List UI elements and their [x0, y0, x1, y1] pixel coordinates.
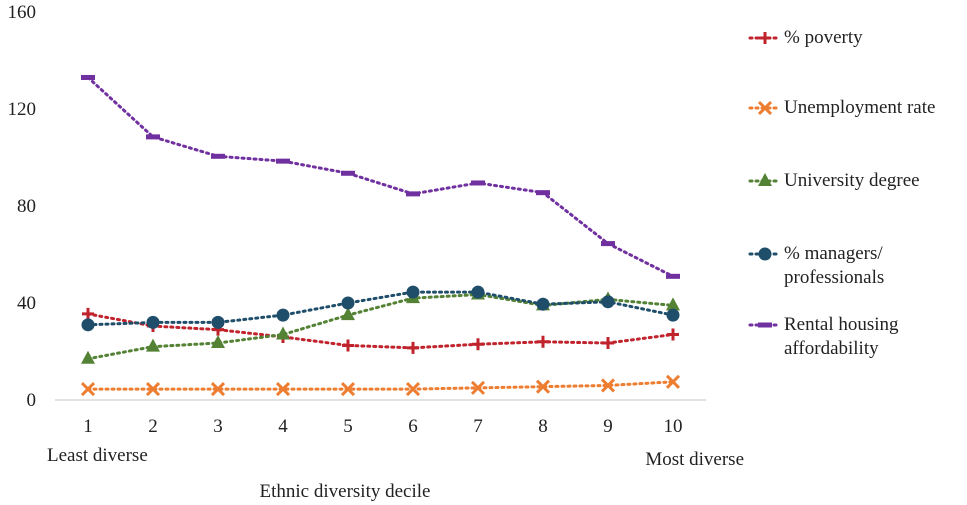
series-layer [80, 74, 681, 397]
data-point-university [276, 326, 290, 340]
series-rental [81, 74, 680, 279]
data-point-university [146, 338, 160, 352]
series-managers [81, 285, 680, 332]
x-tick-label: 5 [343, 416, 353, 437]
legend-item-managers: % managers/ professionals [748, 242, 884, 290]
data-point-managers [601, 295, 615, 309]
data-point-unemployment [340, 382, 356, 397]
data-point-managers [666, 308, 680, 322]
data-point-managers [341, 296, 355, 310]
x-annotation-right: Most diverse [645, 449, 744, 470]
x-tick-label: 7 [473, 416, 483, 437]
data-point-rental [471, 180, 485, 186]
data-point-managers [146, 315, 160, 329]
data-point-rental [211, 153, 225, 159]
legend-swatch-rental [748, 322, 782, 328]
legend-swatch-unemployment [748, 100, 782, 116]
data-point-managers [406, 285, 420, 299]
x-annotation-left: Least diverse [47, 445, 148, 466]
data-point-unemployment [665, 374, 681, 389]
legend-swatch-university [748, 173, 782, 186]
data-point-university [81, 350, 95, 364]
y-tick-label: 80 [17, 196, 36, 217]
data-point-rental [81, 74, 95, 80]
series-line-poverty [86, 312, 675, 350]
legend-label-rental: Rental housing affordability [784, 314, 899, 359]
y-tick-label: 120 [8, 99, 37, 120]
x-tick-label: 6 [408, 416, 418, 437]
data-point-unemployment [600, 378, 616, 393]
data-point-poverty [537, 335, 549, 348]
legend-item-poverty: % poverty [748, 26, 863, 50]
data-point-university [211, 335, 225, 349]
data-point-unemployment [535, 379, 551, 394]
legend-marker [757, 100, 773, 116]
data-point-unemployment [405, 382, 421, 397]
data-point-rental [146, 134, 160, 140]
data-point-university [666, 297, 680, 311]
data-point-rental [666, 273, 680, 279]
legend-marker [758, 322, 772, 328]
y-tick-label: 160 [8, 2, 37, 23]
data-point-unemployment [275, 382, 291, 397]
series-line-rental [86, 75, 675, 278]
x-tick-label: 9 [603, 416, 613, 437]
data-point-poverty [342, 339, 354, 352]
legend-item-rental: Rental housing affordability [748, 313, 899, 361]
y-tick-labels: 0 40 80 120 160 [8, 2, 37, 411]
data-point-unemployment [470, 380, 486, 395]
legend-item-university: University degree [748, 169, 920, 193]
data-point-poverty [602, 337, 614, 350]
legend-label-managers: % managers/ professionals [784, 243, 885, 288]
legend-label-unemployment: Unemployment rate [784, 97, 936, 118]
x-tick-label: 4 [278, 416, 288, 437]
x-tick-label: 10 [664, 416, 683, 437]
data-point-managers [211, 315, 225, 329]
data-point-university [341, 307, 355, 321]
data-point-unemployment [145, 382, 161, 397]
legend-swatch-poverty [748, 32, 782, 44]
data-point-poverty [82, 307, 94, 320]
series-poverty [82, 307, 679, 354]
x-tick-label: 2 [148, 416, 158, 437]
x-tick-label: 8 [538, 416, 548, 437]
data-point-rental [536, 190, 550, 196]
x-tick-label: 3 [213, 416, 223, 437]
data-point-poverty [667, 328, 679, 341]
data-point-rental [341, 170, 355, 176]
chart-legend: % poverty Unemployment rate University d… [748, 0, 967, 505]
legend-item-unemployment: Unemployment rate [748, 96, 935, 120]
series-unemployment [80, 374, 681, 397]
legend-marker [759, 32, 771, 44]
y-tick-label: 40 [17, 293, 36, 314]
y-tick-label: 0 [27, 390, 37, 411]
data-point-poverty [472, 338, 484, 351]
legend-marker [758, 173, 772, 186]
legend-swatch-managers [748, 247, 782, 261]
data-point-managers [536, 297, 550, 311]
x-axis-title: Ethnic diversity decile [260, 481, 431, 502]
data-point-rental [276, 158, 290, 164]
data-point-poverty [407, 341, 419, 354]
legend-marker [758, 247, 772, 261]
data-point-managers [276, 308, 290, 322]
data-point-managers [471, 285, 485, 299]
legend-label-poverty: % poverty [784, 27, 863, 48]
series-line-unemployment [86, 380, 675, 391]
series-line-managers [86, 290, 675, 327]
data-point-rental [406, 191, 420, 197]
data-point-unemployment [80, 382, 96, 397]
legend-label-university: University degree [784, 170, 920, 191]
data-point-managers [81, 318, 95, 332]
x-tick-labels: 1 2 3 4 5 6 7 8 9 10 [83, 416, 682, 437]
x-tick-label: 1 [83, 416, 93, 437]
data-point-unemployment [210, 382, 226, 397]
data-point-rental [601, 241, 615, 247]
